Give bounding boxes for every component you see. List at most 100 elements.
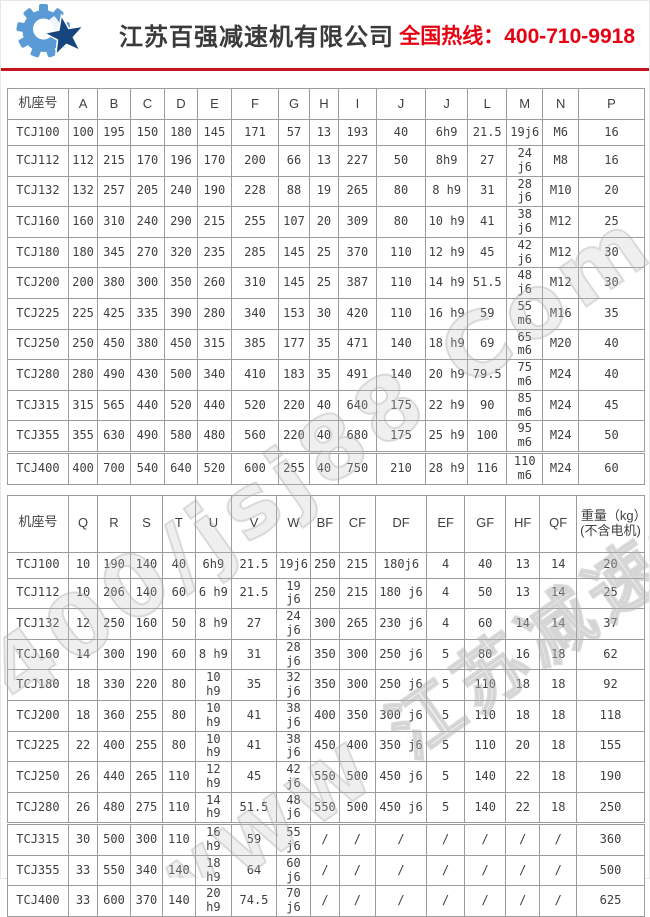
- table-row: TCJ400 33 600 370 140 20 h9 74.5 70 j6// / / / //62…: [7, 885, 646, 917]
- table-row: TCJ160 160 310 240 290 215 255 107 20 309 80 10 h9 4…: [7, 206, 646, 238]
- value-cell: 220: [277, 389, 311, 422]
- value-cell: /: [338, 854, 377, 887]
- value-cell: 25: [577, 206, 646, 238]
- site-header: 江苏百强减速机有限公司 全国热线：400-710-9918: [1, 1, 649, 71]
- value-cell: /: [464, 822, 506, 856]
- value-cell: 12: [67, 608, 99, 640]
- value-cell: M24: [542, 389, 579, 422]
- model-cell: TCJ112: [7, 145, 69, 177]
- value-cell: 400: [67, 450, 99, 485]
- value-cell: 38 j6: [505, 206, 544, 238]
- value-cell: 30: [67, 822, 99, 856]
- model-cell: TCJ200: [7, 267, 69, 299]
- column-header: QF: [539, 494, 577, 553]
- value-cell: 85 m6: [505, 389, 544, 422]
- model-cell: TCJ315: [7, 389, 69, 422]
- value-cell: 265: [338, 608, 377, 640]
- value-cell: 18 h9: [194, 854, 233, 887]
- value-cell: 180: [164, 119, 198, 146]
- model-cell: TCJ250: [7, 761, 69, 793]
- value-cell: 59: [467, 297, 507, 330]
- value-cell: 21.5: [231, 551, 277, 579]
- value-cell: 300: [338, 669, 377, 701]
- column-header: 机座号: [7, 494, 69, 553]
- value-cell: /: [310, 822, 340, 856]
- value-cell: 471: [337, 328, 378, 361]
- column-header: J: [424, 88, 469, 120]
- value-cell: M12: [542, 206, 579, 238]
- value-cell: 35: [577, 297, 646, 330]
- value-cell: M12: [542, 236, 579, 269]
- value-cell: 6 h9: [194, 577, 233, 610]
- value-cell: 280: [67, 359, 99, 391]
- value-cell: 255: [129, 730, 164, 763]
- value-cell: 21.5: [467, 119, 507, 146]
- value-cell: 20 h9: [194, 885, 233, 917]
- value-cell: 345: [97, 236, 131, 269]
- column-header: I: [337, 88, 378, 120]
- value-cell: 31: [231, 638, 277, 671]
- value-cell: 28 j6: [275, 638, 312, 671]
- value-cell: 215: [338, 551, 377, 579]
- value-cell: 300: [338, 638, 377, 671]
- value-cell: 16: [504, 638, 541, 671]
- value-cell: M20: [542, 328, 579, 361]
- value-cell: 150: [129, 119, 166, 146]
- value-cell: 38 j6: [275, 699, 312, 732]
- column-header: R: [97, 494, 131, 553]
- value-cell: 250: [575, 791, 646, 825]
- value-cell: 13: [504, 551, 541, 579]
- value-cell: 6h9: [194, 551, 233, 579]
- hotline: 全国热线：400-710-9918: [399, 20, 639, 50]
- value-cell: 20 h9: [424, 359, 469, 391]
- value-cell: 250: [310, 551, 340, 579]
- value-cell: 290: [164, 206, 198, 238]
- value-cell: 340: [129, 854, 164, 887]
- value-cell: 140: [464, 791, 506, 825]
- value-cell: 90: [467, 389, 507, 422]
- value-cell: 35: [309, 359, 339, 391]
- value-cell: 240: [129, 206, 166, 238]
- column-header: N: [542, 88, 579, 120]
- value-cell: 227: [337, 145, 378, 177]
- value-cell: 110: [376, 297, 426, 330]
- value-cell: 18: [539, 699, 577, 732]
- value-cell: 40: [162, 551, 196, 579]
- value-cell: 250 j6: [375, 669, 427, 701]
- value-cell: 26: [67, 791, 99, 825]
- value-cell: 640: [337, 389, 378, 422]
- value-cell: 300: [310, 608, 340, 640]
- value-cell: 350: [164, 267, 198, 299]
- value-cell: 440: [196, 389, 233, 422]
- value-cell: 80: [464, 638, 506, 671]
- value-cell: /: [375, 822, 427, 856]
- star-icon: [41, 13, 86, 57]
- value-cell: 255: [129, 699, 164, 732]
- value-cell: 110: [464, 669, 506, 701]
- value-cell: 13: [309, 145, 339, 177]
- value-cell: 490: [129, 420, 166, 453]
- value-cell: 5: [425, 699, 466, 732]
- value-cell: 175: [376, 420, 426, 453]
- value-cell: 24 j6: [505, 145, 544, 177]
- value-cell: 26: [67, 761, 99, 793]
- column-header: L: [467, 88, 507, 120]
- value-cell: 215: [196, 206, 233, 238]
- value-cell: 450 j6: [375, 791, 427, 825]
- value-cell: 69: [467, 328, 507, 361]
- value-cell: 79.5: [467, 359, 507, 391]
- value-cell: 16: [577, 145, 646, 177]
- value-cell: 100: [67, 119, 99, 146]
- value-cell: 60: [162, 577, 196, 610]
- value-cell: 5: [425, 669, 466, 701]
- value-cell: 132: [67, 175, 99, 208]
- value-cell: 550: [310, 791, 340, 825]
- value-cell: 140: [162, 854, 196, 887]
- value-cell: 430: [129, 359, 166, 391]
- column-header: W: [275, 494, 312, 553]
- value-cell: 8 h9: [194, 608, 233, 640]
- value-cell: 80: [162, 699, 196, 732]
- value-cell: 300 j6: [375, 699, 427, 732]
- column-header: B: [97, 88, 131, 120]
- value-cell: 65 m6: [505, 328, 544, 361]
